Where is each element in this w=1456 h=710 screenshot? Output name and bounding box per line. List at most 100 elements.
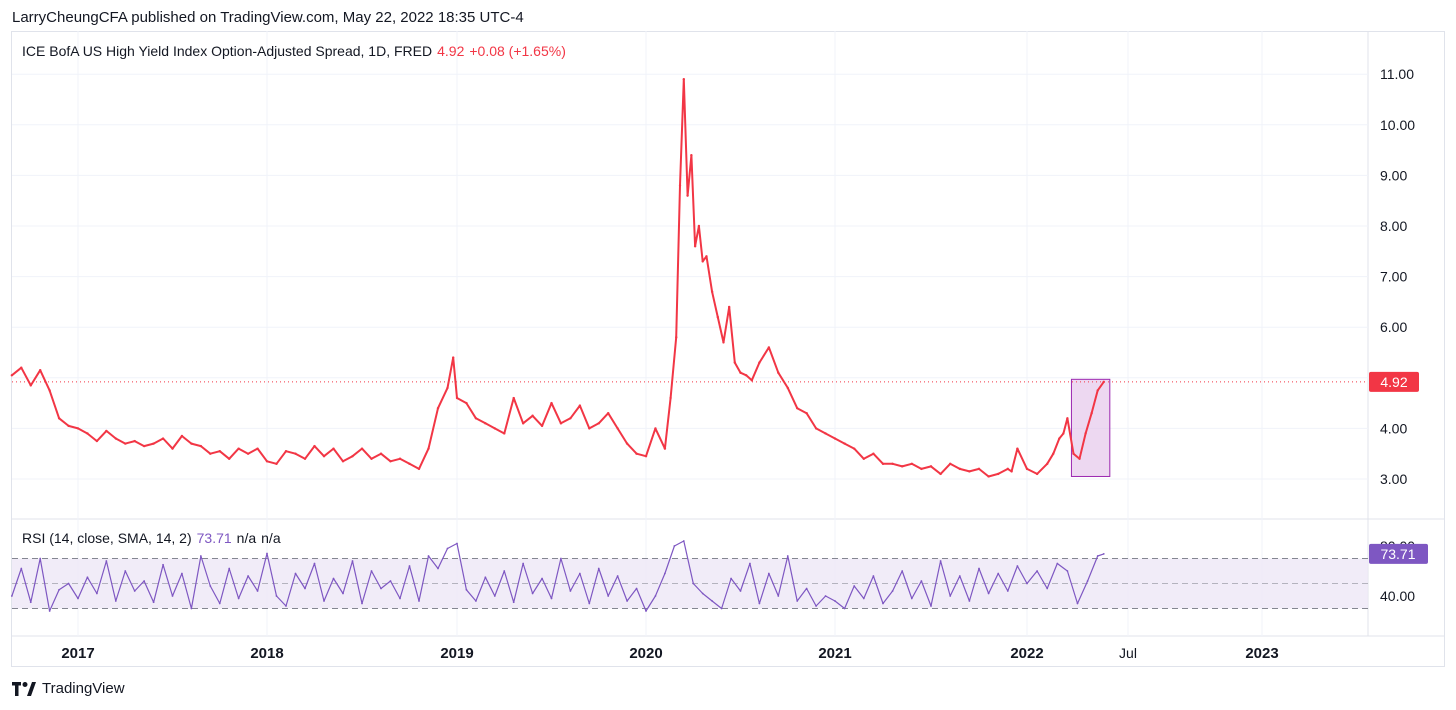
spread-point xyxy=(427,447,430,450)
rsi-point xyxy=(342,592,344,595)
rsi-point xyxy=(758,602,761,605)
rsi-point xyxy=(105,560,108,562)
rsi-point xyxy=(418,600,420,602)
publish-header: LarryCheungCFA published on TradingView.… xyxy=(12,9,524,26)
rsi-point xyxy=(862,597,865,600)
rsi-point xyxy=(805,587,808,590)
rsi-point xyxy=(920,580,923,582)
spread-point xyxy=(370,457,373,460)
rsi-series-line[interactable] xyxy=(11,540,1104,612)
rsi-point xyxy=(1086,580,1089,582)
rsi-legend-value: 73.71 xyxy=(196,530,232,546)
x-tick-label: 2020 xyxy=(629,645,662,662)
rsi-point xyxy=(692,582,695,585)
spread-point xyxy=(180,434,184,438)
spread-point xyxy=(465,401,468,405)
rsi-point xyxy=(730,577,732,580)
rsi-point xyxy=(228,567,231,570)
rsi-point xyxy=(987,592,990,595)
spread-point xyxy=(484,422,487,425)
rsi-point xyxy=(635,587,638,590)
highlight-box xyxy=(1070,378,1111,477)
spread-point xyxy=(1084,432,1087,435)
spread-point xyxy=(1058,437,1061,440)
rsi-point xyxy=(834,600,836,602)
rsi-point xyxy=(891,590,894,592)
rsi-point xyxy=(399,597,401,600)
rsi-point xyxy=(853,585,856,587)
spread-point xyxy=(1072,452,1075,455)
spread-point xyxy=(987,475,990,478)
spread-point xyxy=(862,457,865,460)
rsi-point xyxy=(143,580,146,582)
rsi-point xyxy=(190,607,193,610)
spread-point xyxy=(733,361,737,364)
rsi-point xyxy=(503,570,506,572)
rsi-point xyxy=(152,601,155,604)
spread-point xyxy=(1102,380,1105,384)
rsi-point xyxy=(843,607,846,610)
rsi-point xyxy=(522,562,525,565)
spread-point xyxy=(678,184,682,187)
spread-point xyxy=(625,442,629,445)
rsi-point xyxy=(1096,555,1099,557)
rsi-legend[interactable]: RSI (14, close, SMA, 14, 2) 73.71 n/a n/a xyxy=(22,530,281,546)
rsi-point xyxy=(711,600,714,602)
spread-point xyxy=(1052,452,1055,455)
spread-point xyxy=(521,422,525,425)
rsi-point xyxy=(285,605,287,607)
rsi-point xyxy=(901,570,904,572)
spread-point xyxy=(1090,412,1093,415)
spread-point xyxy=(635,452,638,455)
spread-point xyxy=(341,460,345,463)
rsi-point xyxy=(493,595,496,597)
rsi-point xyxy=(749,562,751,565)
rsi-point xyxy=(578,572,581,575)
spread-point xyxy=(958,467,961,471)
spread-point xyxy=(237,447,240,450)
spread-point xyxy=(597,422,600,425)
rsi-y-tick-label: 40.00 xyxy=(1380,588,1415,604)
spread-point xyxy=(133,439,136,443)
spread-point xyxy=(949,462,952,466)
y-tick-label: 4.00 xyxy=(1380,420,1407,436)
spread-point xyxy=(690,153,693,157)
spread-point xyxy=(512,396,515,400)
spread-point xyxy=(199,444,203,448)
rsi-point xyxy=(882,602,884,605)
rsi-point xyxy=(949,595,952,597)
x-tick-label: Jul xyxy=(1119,645,1137,661)
main-legend[interactable]: ICE BofA US High Yield Index Option-Adju… xyxy=(22,43,566,59)
rsi-point xyxy=(124,570,127,572)
spread-point xyxy=(929,465,933,468)
spread-point xyxy=(48,389,51,392)
spread-point xyxy=(607,412,610,415)
y-tick-label: 8.00 xyxy=(1380,218,1407,234)
spread-point xyxy=(578,404,582,407)
rsi-badge xyxy=(1369,543,1428,564)
rsi-point xyxy=(475,600,477,602)
rsi-point xyxy=(550,597,553,600)
footer-brand[interactable]: TradingView xyxy=(12,680,125,697)
rsi-point xyxy=(304,587,306,590)
spread-point xyxy=(767,346,771,349)
rsi-point xyxy=(20,567,23,570)
rsi-point xyxy=(408,565,411,567)
spread-point xyxy=(228,457,231,460)
rsi-point xyxy=(266,552,268,555)
rsi-point xyxy=(588,602,591,605)
spread-point xyxy=(303,457,307,460)
rsi-point xyxy=(1036,570,1038,572)
spread-point xyxy=(171,447,174,450)
spread-point xyxy=(389,460,392,463)
rsi-point xyxy=(446,547,449,550)
rsi-point xyxy=(541,577,543,580)
rsi-point xyxy=(58,588,60,591)
spread-point xyxy=(332,447,335,450)
rsi-point xyxy=(247,575,250,577)
spread-point xyxy=(218,449,221,453)
spread-point xyxy=(1010,470,1013,473)
spread-series-line[interactable] xyxy=(11,78,1105,478)
spread-point xyxy=(474,417,478,420)
